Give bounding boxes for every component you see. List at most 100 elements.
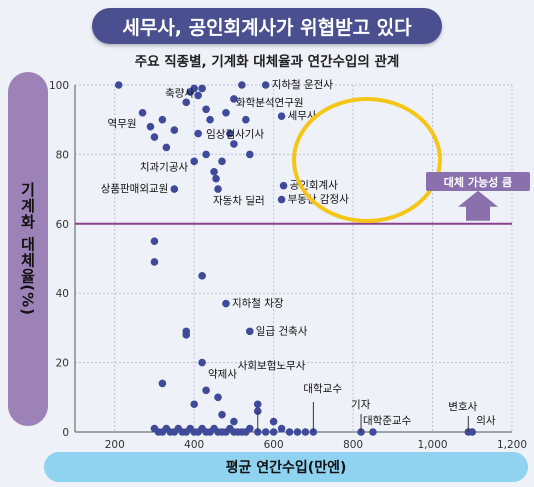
up-arrow [458, 190, 498, 221]
data-points [114, 81, 477, 436]
data-point [277, 424, 286, 433]
point-label: 기자 [351, 399, 371, 411]
point-label: 화학분석연구원 [236, 97, 304, 109]
chart-title: 주요 직종별, 기계화 대체율과 연간수입의 관계 [134, 54, 400, 70]
data-point [190, 157, 198, 166]
data-point [230, 140, 238, 148]
data-point [369, 428, 377, 436]
data-point [261, 81, 270, 89]
data-point [202, 386, 210, 395]
y-axis-label-bar: 기계화 대체율(%) [8, 72, 48, 426]
data-point [158, 379, 167, 388]
point-label: 약제사 [208, 368, 237, 380]
x-tick-label: 600 [264, 439, 284, 451]
data-point [261, 428, 270, 436]
data-point [150, 237, 159, 245]
data-point [218, 157, 226, 166]
data-point [206, 115, 214, 124]
y-tick-label: 40 [56, 288, 69, 300]
data-point [162, 143, 171, 152]
data-point [301, 428, 310, 436]
data-point [158, 115, 167, 124]
data-point [138, 108, 147, 117]
headline-banner: 세무사, 공인회계사가 위협받고 있다 [92, 8, 442, 44]
point-label: 대학준교수 [363, 415, 412, 427]
data-point [214, 185, 222, 193]
data-point [190, 400, 198, 409]
data-point [246, 150, 254, 159]
data-point [246, 327, 254, 336]
x-tick-label: 1,200 [497, 439, 527, 451]
data-point [214, 393, 222, 402]
x-tick-label: 400 [184, 439, 204, 451]
data-point [202, 105, 210, 114]
point-label: 임상검사기사 [206, 128, 264, 141]
highlight-layer [292, 97, 442, 223]
point-label: 상품판매외교원 [101, 183, 169, 195]
data-point [246, 424, 254, 433]
data-point [212, 174, 220, 183]
data-point [170, 185, 179, 193]
data-point [114, 81, 123, 89]
x-tick-label: 800 [343, 439, 363, 451]
data-point [222, 299, 230, 308]
data-point [218, 410, 226, 419]
data-point [150, 133, 159, 141]
data-point [277, 195, 286, 204]
data-point [150, 258, 159, 266]
x-axis-label-bar: 평균 연간수입(만엔) [44, 452, 528, 482]
tick-labels: 0 20 40 60 80 100 200 400 600 800 1,000 1,200 [49, 80, 527, 451]
data-point [202, 150, 210, 159]
data-point [222, 108, 230, 117]
point-label: 변호사 [448, 401, 477, 413]
data-point [285, 428, 294, 436]
data-point [468, 428, 477, 436]
data-point [269, 417, 278, 426]
data-point [198, 358, 206, 367]
data-point [198, 84, 206, 93]
data-point [182, 98, 191, 107]
data-point [230, 417, 238, 426]
data-point [198, 272, 206, 280]
point-label: 의사 [476, 415, 496, 427]
plot-area [75, 85, 512, 432]
data-point [293, 428, 302, 436]
grid [74, 84, 513, 433]
highlight-circle [292, 97, 442, 223]
point-label: 지하철 차장 [232, 297, 284, 310]
point-label: 역무원 [108, 118, 137, 130]
point-label: 일급 건축사 [256, 324, 308, 337]
point-label: 지하철 운전사 [272, 78, 334, 91]
y-tick-label: 60 [56, 219, 69, 231]
y-axis-label: 기계화 대체율(%) [18, 182, 37, 316]
data-point [210, 167, 218, 176]
y-tick-label: 0 [62, 427, 69, 439]
data-point [253, 400, 262, 409]
point-label: 세무사 [288, 110, 317, 122]
point-label: 자동차 딜러 [213, 195, 265, 207]
point-label: 부동산 감정사 [288, 194, 350, 206]
y-tick-label: 20 [56, 358, 69, 370]
data-point [182, 331, 191, 339]
data-point [226, 129, 234, 138]
data-point [190, 84, 198, 93]
data-point [242, 115, 250, 124]
x-tick-label: 200 [105, 439, 125, 451]
data-point [230, 95, 238, 103]
x-tick-label: 1,000 [418, 439, 448, 451]
data-point [279, 181, 288, 190]
data-point [194, 129, 202, 138]
data-point [269, 428, 278, 436]
data-point [277, 112, 286, 121]
y-tick-label: 80 [56, 149, 69, 161]
data-point [170, 126, 179, 134]
point-label: 치과기공사 [140, 161, 189, 173]
point-label: 대학교수 [303, 383, 342, 395]
y-tick-label: 100 [49, 80, 69, 92]
data-point [146, 122, 155, 131]
data-point [194, 91, 202, 100]
point-label: 사회보험노무사 [238, 360, 306, 372]
point-label: 축량사 [165, 87, 194, 99]
annotation-box: 대체 가능성 큼 [426, 172, 530, 191]
